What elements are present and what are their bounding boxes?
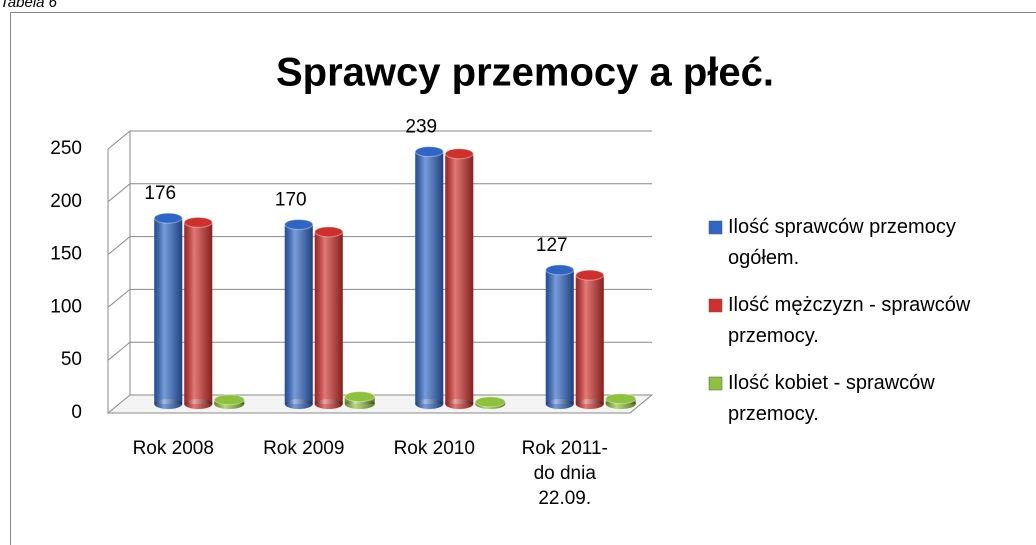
bar <box>314 226 344 409</box>
bar <box>545 264 575 409</box>
bar-part <box>344 391 376 403</box>
bar-part <box>314 226 344 238</box>
data-label: 176 <box>144 183 176 204</box>
y-tick-label: 150 <box>50 244 82 265</box>
bar <box>474 396 506 409</box>
grid-line <box>107 130 131 150</box>
bar-part <box>415 151 444 404</box>
caption: Tabela 6 <box>0 0 58 11</box>
bar <box>284 218 314 409</box>
x-tick-label: Rok 2008 <box>132 438 214 459</box>
legend-marker <box>708 220 723 235</box>
bar-part <box>414 146 444 158</box>
bar <box>444 148 474 409</box>
grid-line <box>107 236 131 255</box>
bar-part <box>445 153 474 404</box>
bar-part <box>213 394 245 406</box>
x-tick-label: Rok 2011-do dnia 22.09. <box>521 438 608 509</box>
grid-line <box>107 341 131 361</box>
bar <box>414 146 444 409</box>
bar-part <box>314 231 343 404</box>
bar-part <box>545 269 574 404</box>
bar-part <box>575 275 604 404</box>
bar-part <box>183 216 213 228</box>
bar-part <box>605 393 637 405</box>
bar-part <box>545 264 575 276</box>
data-label: 127 <box>536 235 568 256</box>
y-tick-label: 250 <box>50 138 82 159</box>
bar <box>213 394 245 409</box>
data-label: 239 <box>405 117 437 138</box>
bar <box>344 391 376 409</box>
bar <box>575 269 605 409</box>
legend-marker <box>708 298 723 313</box>
x-tick-label: Rok 2009 <box>263 438 345 459</box>
bar-part <box>153 212 183 224</box>
legend-label: Ilość sprawców przemocy ogółem. <box>728 216 956 269</box>
bar-part <box>184 222 213 404</box>
bar-part <box>284 218 314 230</box>
legend-label: Ilość kobiet - sprawców przemocy. <box>728 372 935 425</box>
chart-border <box>10 12 1036 545</box>
data-label: 170 <box>275 189 307 210</box>
y-tick-label: 200 <box>50 191 82 212</box>
bar <box>153 212 183 409</box>
grid-line <box>107 183 131 203</box>
legend-label: Ilość mężczyzn - sprawców przemocy. <box>728 294 971 347</box>
x-tick-label: Rok 2010 <box>393 438 475 459</box>
y-tick-label: 50 <box>61 349 82 370</box>
bar-part <box>284 224 313 404</box>
y-tick-label: 0 <box>71 402 82 423</box>
bar-part <box>474 396 506 408</box>
bar <box>183 216 213 409</box>
bar-part <box>154 218 183 404</box>
y-tick-label: 100 <box>50 296 82 317</box>
bar <box>605 393 637 409</box>
bar-part <box>444 148 474 160</box>
bar-part <box>575 269 605 281</box>
grid-line <box>107 289 131 308</box>
legend-marker <box>708 376 723 391</box>
chart-title: Sprawcy przemocy a płeć. <box>276 51 774 95</box>
